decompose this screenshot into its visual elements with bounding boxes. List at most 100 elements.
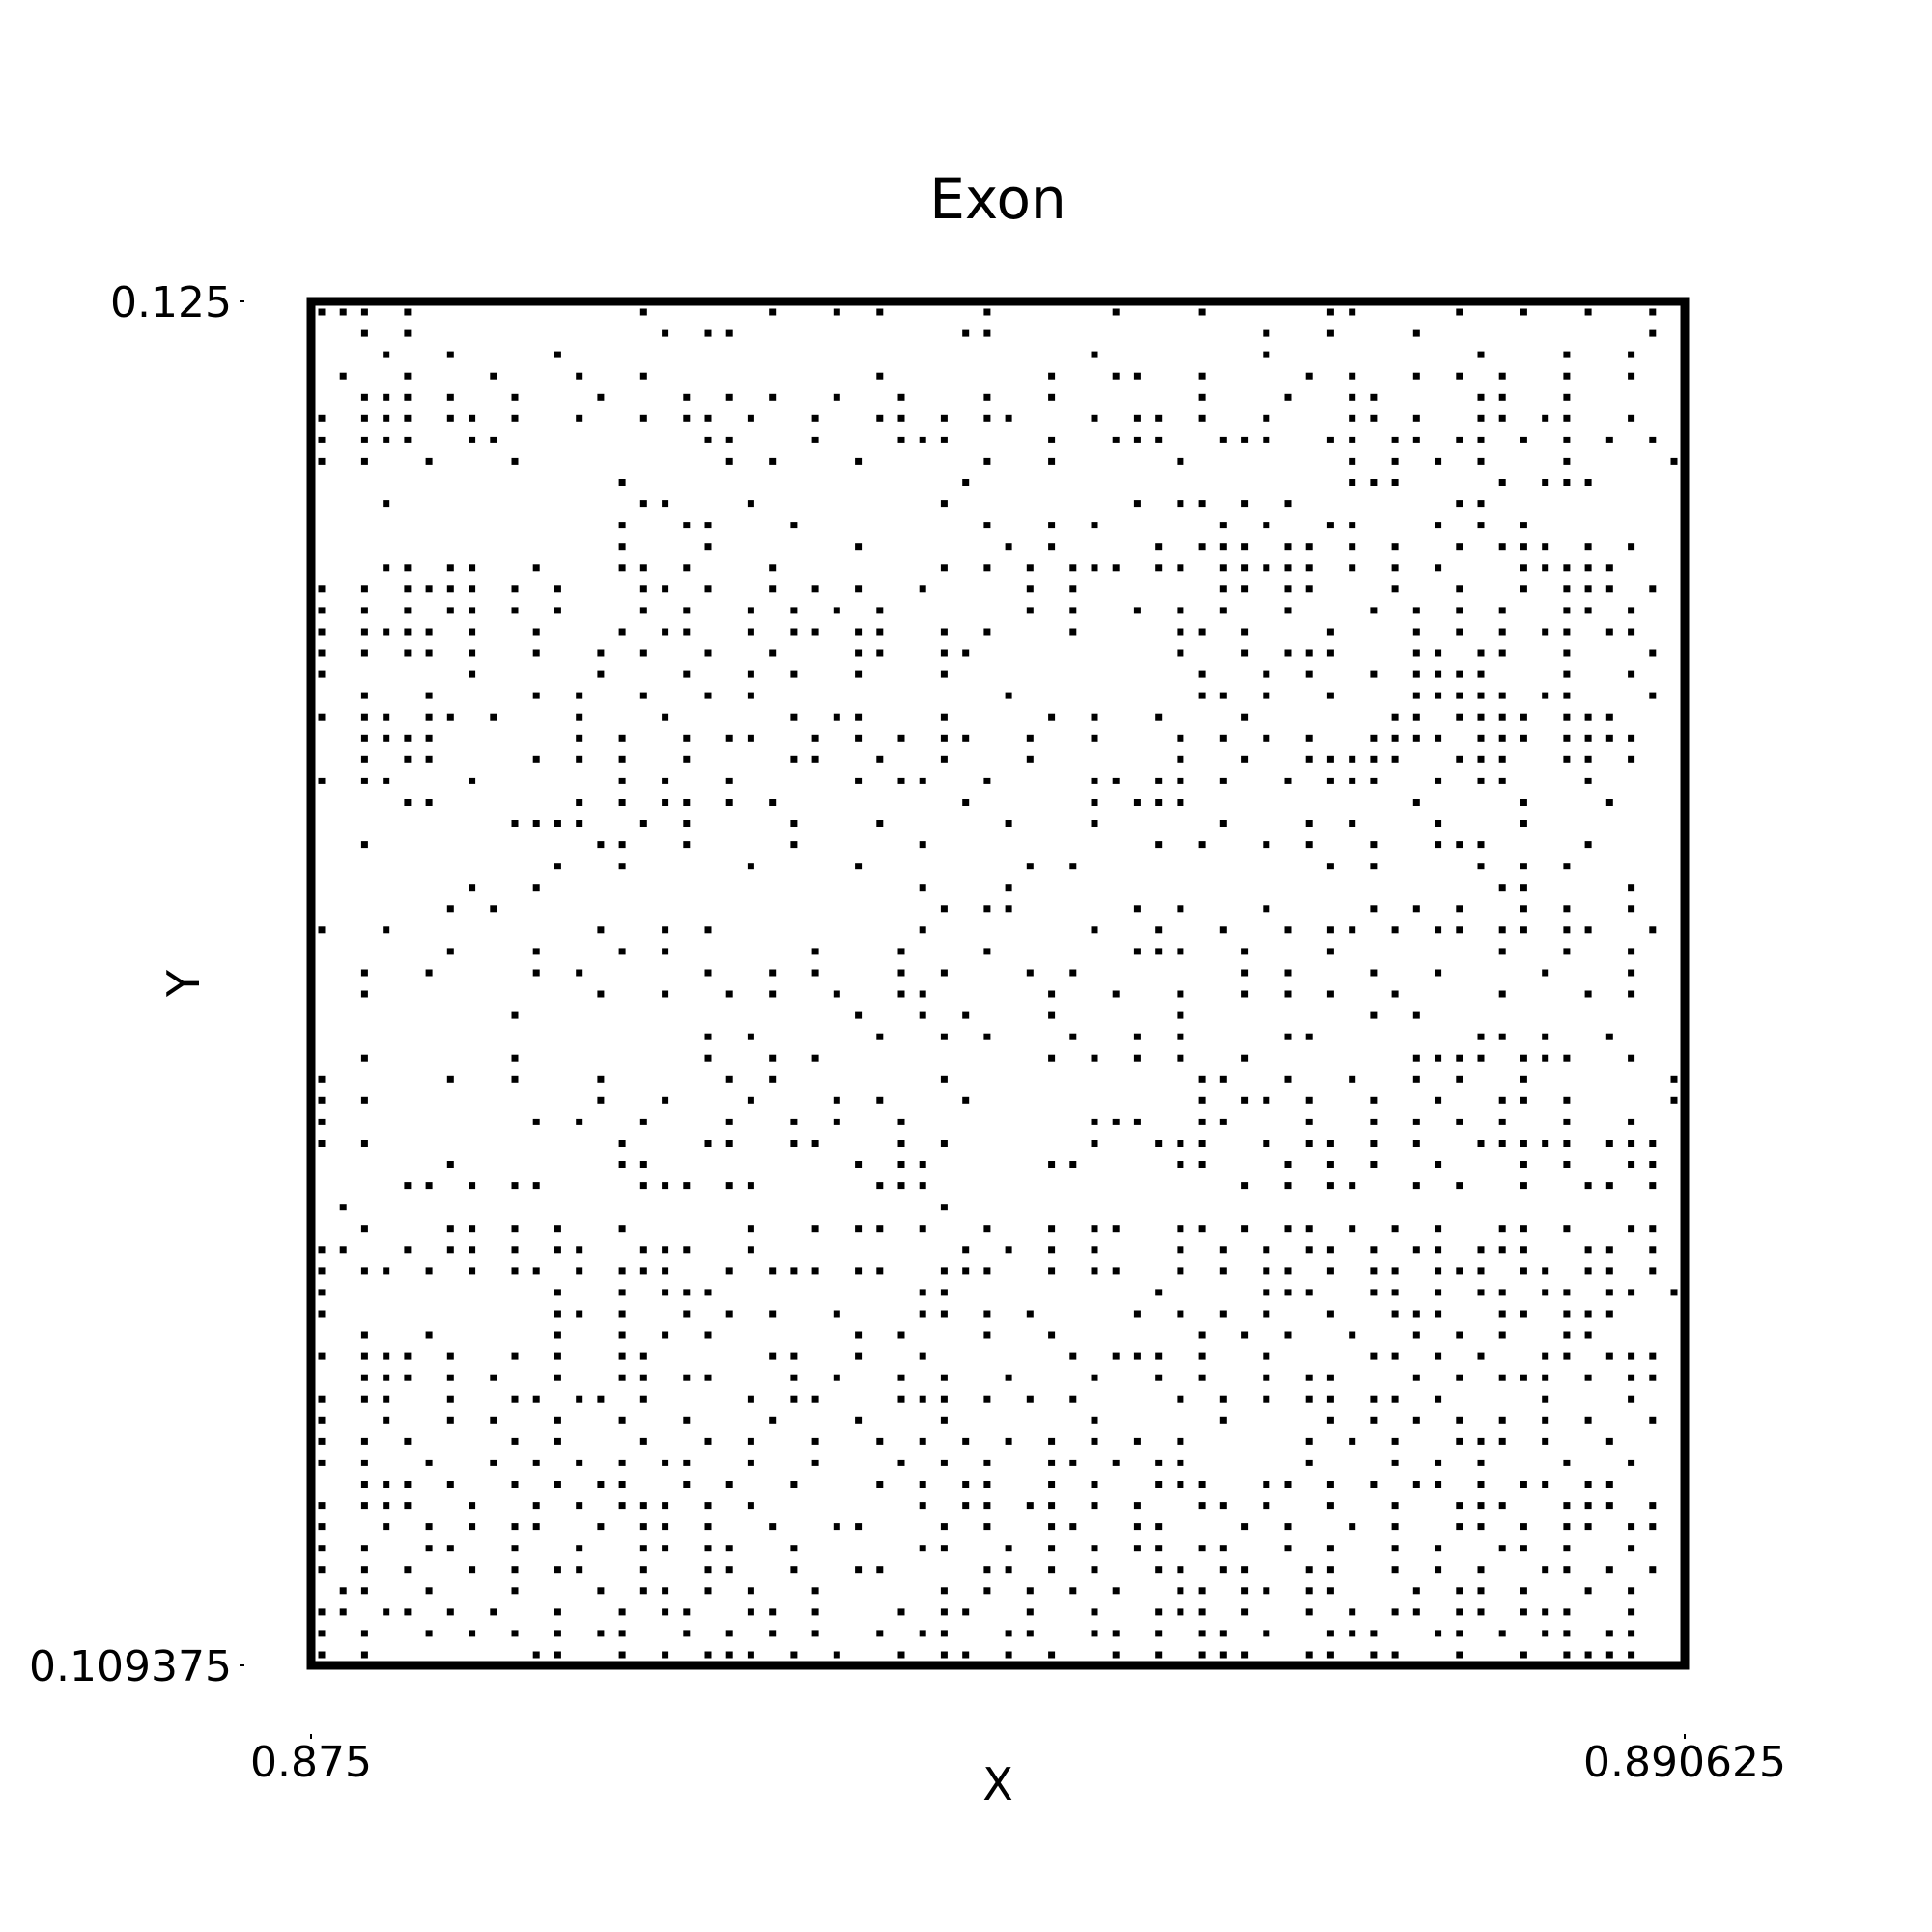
data-point: [704, 543, 712, 551]
data-point: [1391, 1395, 1399, 1403]
data-point: [1520, 1608, 1527, 1616]
data-point: [1584, 1331, 1592, 1339]
data-point: [897, 1118, 905, 1125]
data-point: [1563, 585, 1571, 593]
data-point: [1198, 1545, 1206, 1552]
data-point: [618, 1140, 626, 1147]
data-point: [876, 1096, 884, 1104]
data-point: [597, 1630, 605, 1637]
data-point: [1605, 1566, 1613, 1574]
data-point: [704, 1523, 712, 1531]
data-point: [919, 777, 926, 784]
data-point: [318, 1459, 326, 1466]
data-point: [1498, 1289, 1506, 1296]
data-point: [425, 457, 433, 465]
data-point: [897, 414, 905, 422]
data-point: [876, 820, 884, 827]
data-point: [1391, 564, 1399, 572]
data-point: [1069, 585, 1077, 593]
data-point: [618, 1310, 626, 1318]
data-point: [747, 1651, 754, 1659]
data-point: [1498, 692, 1506, 699]
data-point: [554, 1225, 561, 1233]
data-point: [1628, 543, 1635, 551]
data-point: [940, 905, 948, 913]
data-point: [383, 393, 390, 401]
data-point: [1177, 457, 1184, 465]
data-point: [425, 649, 433, 657]
data-point: [1391, 1502, 1399, 1510]
data-point: [1412, 734, 1420, 742]
data-point: [683, 820, 691, 827]
data-point: [469, 564, 476, 572]
data-point: [1498, 926, 1506, 934]
data-point: [1069, 564, 1077, 572]
data-point: [1091, 713, 1098, 721]
data-point: [1435, 692, 1442, 699]
data-point: [318, 1246, 326, 1254]
data-point: [490, 1608, 497, 1616]
data-point: [1219, 1651, 1227, 1659]
data-point: [1477, 1246, 1485, 1254]
data-point: [1048, 1331, 1056, 1339]
data-point: [1284, 926, 1292, 934]
data-point: [639, 500, 647, 508]
data-point: [425, 969, 433, 977]
data-point: [725, 990, 733, 998]
data-point: [576, 1566, 583, 1574]
data-point: [618, 1459, 626, 1466]
data-point: [704, 1651, 712, 1659]
data-point: [747, 734, 754, 742]
data-point: [683, 1459, 691, 1466]
data-point: [1091, 1608, 1098, 1616]
data-point: [1263, 1502, 1270, 1510]
data-point: [1005, 884, 1012, 892]
data-point: [704, 1437, 712, 1445]
data-point: [446, 905, 454, 913]
data-point: [446, 1416, 454, 1424]
data-point: [383, 734, 390, 742]
data-point: [1477, 1587, 1485, 1595]
data-point: [1412, 649, 1420, 657]
data-point: [639, 585, 647, 593]
data-point: [404, 393, 412, 401]
data-point: [919, 1395, 926, 1403]
data-point: [1391, 713, 1399, 721]
data-point: [618, 841, 626, 849]
data-point: [1305, 1225, 1313, 1233]
data-point: [876, 1182, 884, 1190]
data-point: [1091, 522, 1098, 529]
data-point: [855, 1523, 863, 1531]
data-point: [1263, 1374, 1270, 1381]
data-point: [725, 1651, 733, 1659]
data-point: [1498, 884, 1506, 892]
data-point: [1219, 1075, 1227, 1083]
data-point: [554, 1352, 561, 1360]
data-point: [597, 1395, 605, 1403]
data-point: [1498, 372, 1506, 380]
data-point: [318, 1566, 326, 1574]
data-point: [1435, 1545, 1442, 1552]
data-point: [811, 1608, 819, 1616]
data-point: [1112, 1267, 1120, 1275]
data-point: [897, 734, 905, 742]
data-point: [1605, 1140, 1613, 1147]
data-point: [1563, 1331, 1571, 1339]
data-point: [446, 1545, 454, 1552]
data-point: [318, 1395, 326, 1403]
data-point: [1026, 607, 1034, 614]
data-point: [1520, 585, 1527, 593]
data-point: [1133, 1545, 1141, 1552]
data-point: [983, 457, 991, 465]
data-point: [383, 1608, 390, 1616]
data-point: [1605, 1310, 1613, 1318]
data-point: [1456, 1075, 1463, 1083]
data-point: [983, 1267, 991, 1275]
data-point: [1284, 585, 1292, 593]
data-point: [511, 820, 519, 827]
data-point: [1628, 1054, 1635, 1062]
data-point: [790, 522, 798, 529]
data-point: [1284, 777, 1292, 784]
data-point: [360, 1481, 368, 1488]
data-point: [1542, 1352, 1549, 1360]
